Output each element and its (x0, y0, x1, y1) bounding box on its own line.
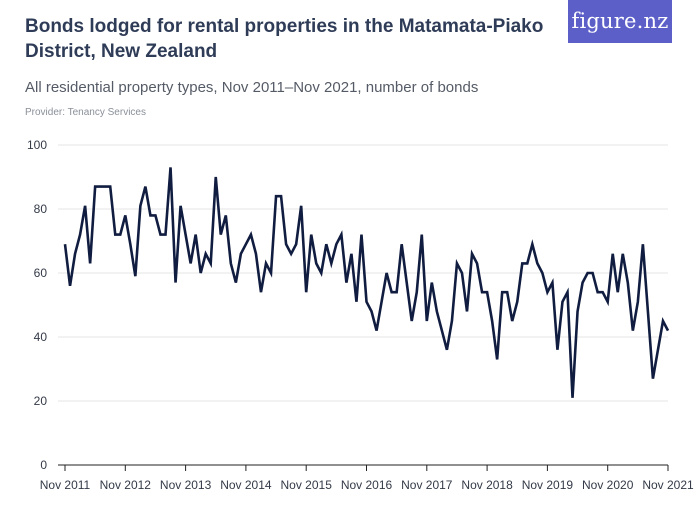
x-tick-label: Nov 2019 (522, 478, 574, 492)
data-provider: Provider: Tenancy Services (25, 107, 146, 118)
x-tick-label: Nov 2018 (461, 478, 513, 492)
y-tick-label: 40 (34, 330, 48, 344)
figure-nz-logo[interactable]: figure.nz (568, 0, 672, 43)
gridlines (58, 144, 668, 402)
x-tick-label: Nov 2011 (40, 478, 91, 492)
tick-labels: 0 20 40 60 80 100 Nov 2011 Nov 2012 Nov 2013 Nov … (27, 138, 694, 492)
y-tick-label: 0 (40, 458, 47, 472)
chart-title: Bonds lodged for rental properties in th… (25, 16, 544, 62)
y-tick-label: 60 (34, 266, 48, 280)
y-tick-label: 20 (34, 394, 48, 408)
x-tick-label: Nov 2013 (160, 478, 212, 492)
x-tick-label: Nov 2017 (401, 478, 453, 492)
y-tick-label: 80 (34, 202, 48, 216)
series-layer (63, 167, 670, 398)
x-tick-label: Nov 2015 (281, 478, 333, 492)
x-tick-label: Nov 2021 (642, 478, 694, 492)
y-tick-label: 100 (27, 138, 47, 152)
x-tick-label: Nov 2012 (100, 478, 152, 492)
series-line-bonds-lodged (63, 167, 670, 398)
x-tick-label: Nov 2014 (220, 478, 272, 492)
x-tick-label: Nov 2020 (582, 478, 634, 492)
axes (58, 464, 669, 471)
chart-subtitle: All residential property types, Nov 2011… (25, 79, 479, 96)
x-tick-label: Nov 2016 (341, 478, 393, 492)
